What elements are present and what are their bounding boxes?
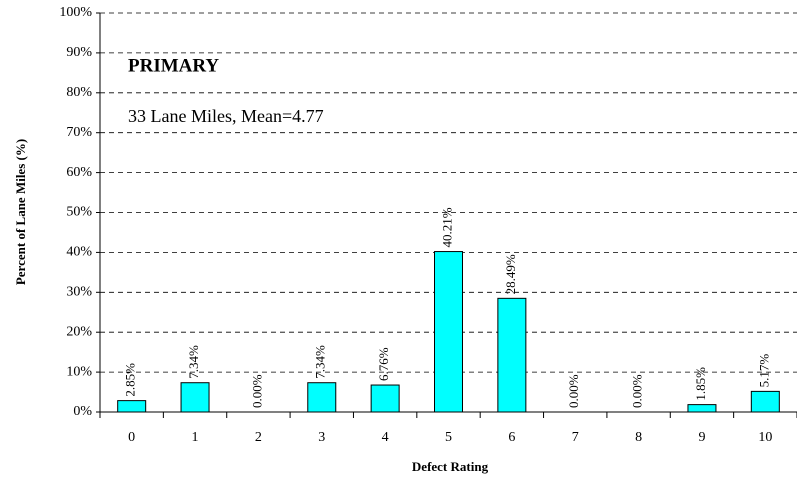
- annotation: 33 Lane Miles, Mean=4.77: [128, 106, 324, 126]
- value-label: 28.49%: [503, 254, 518, 294]
- x-tick-label: 2: [255, 430, 262, 445]
- bar: [370, 384, 400, 413]
- y-axis-label: Percent of Lane Miles (%): [13, 139, 28, 285]
- y-tick-label: 100%: [59, 5, 92, 20]
- value-label: 0.00%: [566, 374, 581, 408]
- x-tick-label: 3: [318, 430, 325, 445]
- bar: [434, 251, 463, 413]
- value-label: 5.17%: [756, 354, 771, 388]
- x-tick-label: 10: [758, 430, 772, 445]
- y-tick-label: 90%: [66, 45, 92, 60]
- y-tick-label: 50%: [66, 205, 92, 220]
- x-tick-label: 5: [445, 430, 452, 445]
- y-tick-label: 10%: [66, 364, 92, 379]
- x-tick-label: 1: [192, 430, 199, 445]
- value-label: 7.34%: [313, 345, 328, 379]
- bar: [117, 400, 147, 413]
- value-label: 0.00%: [630, 374, 645, 408]
- value-label: 7.34%: [186, 345, 201, 379]
- x-axis-label: Defect Rating: [412, 459, 489, 474]
- x-tick-label: 8: [635, 430, 642, 445]
- bar: [180, 382, 210, 413]
- value-label: 1.85%: [693, 367, 708, 401]
- annotation: PRIMARY: [128, 55, 219, 76]
- y-tick-label: 0%: [73, 404, 92, 419]
- y-tick-label: 30%: [66, 285, 92, 300]
- value-label: 6.76%: [376, 347, 391, 381]
- x-tick-label: 7: [572, 430, 579, 445]
- x-tick-label: 6: [508, 430, 515, 445]
- bar: [687, 404, 717, 413]
- bar: [497, 297, 527, 413]
- x-tick-label: 4: [382, 430, 389, 445]
- y-tick-label: 80%: [66, 85, 92, 100]
- y-tick-label: 40%: [66, 245, 92, 260]
- x-tick-label: 9: [698, 430, 705, 445]
- value-label: 0.00%: [249, 374, 264, 408]
- y-tick-label: 20%: [66, 324, 92, 339]
- value-label: 2.85%: [123, 363, 138, 397]
- value-label: 40.21%: [439, 207, 454, 247]
- y-tick-label: 70%: [66, 125, 92, 140]
- x-tick-label: 0: [128, 430, 135, 445]
- bar: [307, 382, 337, 413]
- bar: [750, 390, 780, 413]
- y-tick-label: 60%: [66, 165, 92, 180]
